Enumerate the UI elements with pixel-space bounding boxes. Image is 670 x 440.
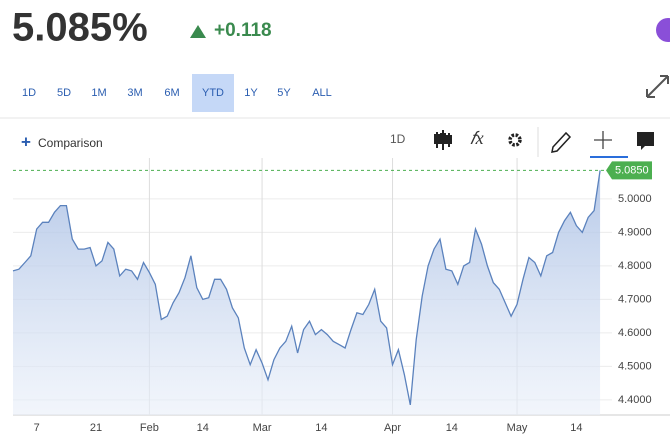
x-tick-label: 14 xyxy=(446,422,458,434)
x-tick-label: 14 xyxy=(570,422,582,434)
y-tick-label: 4.7000 xyxy=(618,293,652,305)
price: 5.085% xyxy=(12,6,148,50)
draw-icon[interactable] xyxy=(551,131,572,153)
x-tick-label: Feb xyxy=(140,422,159,434)
range-button[interactable]: 1Y xyxy=(244,87,258,99)
area xyxy=(13,170,601,415)
y-tick-label: 4.6000 xyxy=(618,327,652,339)
expand-icon[interactable] xyxy=(646,75,669,98)
settings-icon[interactable] xyxy=(508,133,522,147)
range-button[interactable]: 1M xyxy=(91,87,106,99)
comment-icon[interactable] xyxy=(637,132,654,150)
range-button[interactable]: 3M xyxy=(127,87,142,99)
range-button[interactable]: 1D xyxy=(22,87,36,99)
x-tick-label: 14 xyxy=(197,422,209,434)
y-tick-label: 4.5000 xyxy=(618,360,652,372)
x-tick-label: May xyxy=(507,422,528,434)
y-tick-label: 5.0000 xyxy=(618,193,652,205)
avatar[interactable] xyxy=(656,18,670,42)
last-value-label: 5.0850 xyxy=(615,164,649,176)
change: +0.118 xyxy=(214,20,272,41)
fx-icon[interactable]: 𝑓x xyxy=(470,128,484,148)
line xyxy=(12,170,601,406)
x-tick-label: 7 xyxy=(34,422,40,434)
x-tick-label: Mar xyxy=(253,422,272,434)
x-tick-label: 14 xyxy=(315,422,327,434)
range-button[interactable]: 5D xyxy=(57,87,71,99)
comparison[interactable]: Comparison xyxy=(38,136,103,150)
y-tick-label: 4.4000 xyxy=(618,394,652,406)
range-button[interactable]: 5Y xyxy=(277,87,291,99)
last-value-tag xyxy=(606,161,652,180)
range-selected xyxy=(192,74,234,112)
x-tick-label: Apr xyxy=(384,422,401,434)
x-tick-label: 21 xyxy=(90,422,102,434)
plot: 4.4000 4.5000 4.6000 4.7000 4.8000 4.9000 5.00… xyxy=(12,158,670,434)
range-button[interactable]: YTD xyxy=(202,87,224,99)
range-button[interactable]: 6M xyxy=(164,87,179,99)
up-arrow xyxy=(190,25,206,38)
y-tick-label: 4.8000 xyxy=(618,260,652,272)
crosshair-icon[interactable] xyxy=(594,131,612,149)
interval[interactable]: 1D xyxy=(390,132,406,146)
plus-icon[interactable]: + xyxy=(21,132,31,151)
y-tick-label: 4.9000 xyxy=(618,226,652,238)
candles-icon[interactable] xyxy=(434,130,452,150)
range-bar: 1D 5D 1M 3M 6M YTD 1Y 5Y ALL xyxy=(22,74,332,112)
range-button[interactable]: ALL xyxy=(312,87,332,99)
